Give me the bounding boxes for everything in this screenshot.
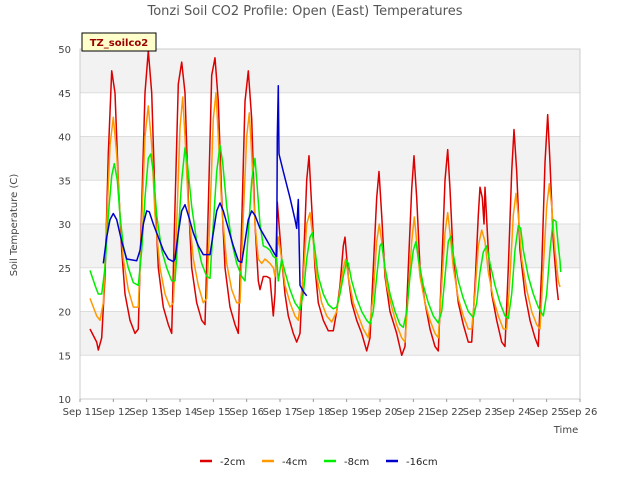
legend-label: -16cm [406,457,438,468]
series-line-neg16cm [102,85,308,297]
chart-title: Tonzi Soil CO2 Profile: Open (East) Temp… [146,4,462,19]
plot-band [80,224,580,268]
x-tick-label: Sep 25 [529,407,564,418]
x-tick-label: Sep 11 [63,407,98,418]
x-tick-label: Sep 24 [496,407,531,418]
x-tick-label: Sep 12 [96,407,131,418]
y-tick-label: 50 [58,45,71,56]
x-tick-label: Sep 18 [296,407,331,418]
plot-band [80,355,580,399]
site-label: TZ_soilco2 [90,38,149,49]
x-tick-label: Sep 19 [329,407,364,418]
y-tick-label: 20 [58,308,71,319]
y-tick-label: 15 [58,351,71,362]
x-tick-label: Sep 22 [429,407,464,418]
legend-label: -2cm [220,457,245,468]
legend-label: -8cm [344,457,369,468]
x-tick-label: Sep 26 [563,407,598,418]
y-tick-label: 45 [58,89,71,100]
plot-band [80,267,580,312]
y-tick-label: 35 [58,176,71,187]
plot-band [80,136,580,181]
x-tick-label: Sep 14 [163,407,198,418]
y-tick-label: 25 [58,264,71,275]
plot-band [80,180,580,224]
x-tick-label: Sep 15 [196,407,231,418]
x-tick-label: Sep 13 [129,407,164,418]
plot-band [80,49,580,93]
y-axis-ticks: 10 15 20 25 30 35 40 45 50 [58,45,71,406]
x-axis-label: Time [553,425,578,436]
x-tick-label: Sep 23 [463,407,498,418]
y-tick-label: 40 [58,133,71,144]
site-label-box: TZ_soilco2 [81,32,157,52]
series-line-neg2cm [89,50,560,357]
legend: -2cm -4cm -8cm -16cm [200,457,438,468]
y-axis-label: Soil Temperature (C) [9,174,20,277]
x-tick-label: Sep 20 [363,407,398,418]
series-line-neg8cm [89,144,562,329]
y-tick-label: 30 [58,220,71,231]
plot-frame [79,48,581,400]
x-tick-label: Sep 16 [229,407,264,418]
x-tick-label: Sep 21 [396,407,431,418]
legend-label: -4cm [282,457,307,468]
y-tick-label: 10 [58,395,71,406]
series-lines [89,50,562,357]
x-tick-label: Sep 17 [263,407,298,418]
plot-band [80,92,580,137]
